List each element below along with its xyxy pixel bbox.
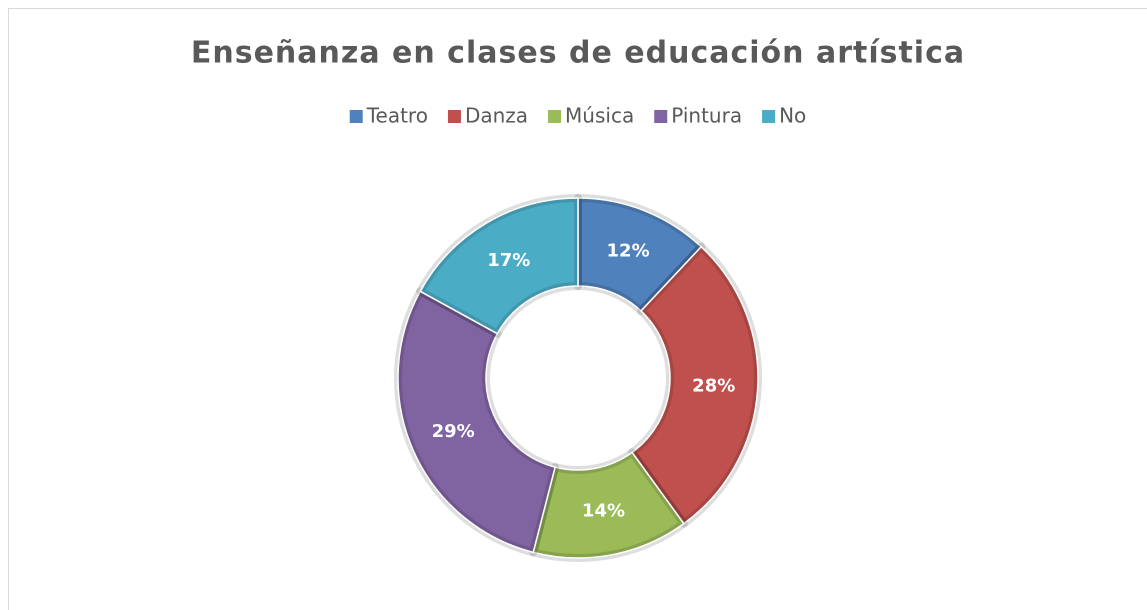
chart-title: Enseñanza en clases de educación artísti…	[191, 36, 965, 71]
segment-edge	[397, 290, 557, 554]
data-label: 29%	[432, 421, 475, 442]
legend-swatch	[447, 110, 461, 123]
segment-edge	[631, 245, 759, 525]
legend-swatch	[654, 110, 668, 123]
legend-swatch	[762, 110, 776, 123]
legend: Teatro Danza Música Pintura No	[349, 104, 806, 128]
segment-edge	[419, 197, 579, 335]
data-label: 28%	[692, 376, 735, 397]
data-label: 17%	[487, 250, 530, 271]
data-label: 14%	[582, 501, 625, 522]
legend-label: No	[779, 104, 806, 128]
legend-swatch	[349, 110, 363, 123]
legend-swatch	[548, 110, 562, 123]
legend-label: Pintura	[671, 104, 742, 128]
legend-label: Música	[565, 104, 634, 128]
legend-label: Danza	[465, 104, 528, 128]
data-label: 12%	[607, 241, 650, 262]
legend-label: Teatro	[366, 104, 428, 128]
